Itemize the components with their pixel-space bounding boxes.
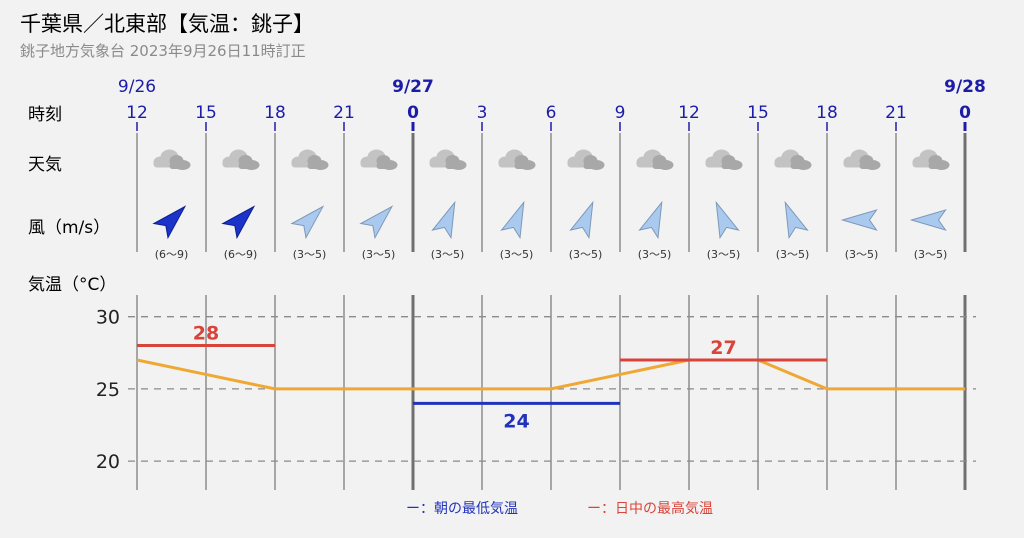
wind-speed-label: (3〜5) [431, 248, 465, 261]
hour-label: 18 [264, 103, 286, 123]
wind-arrow-icon [569, 200, 594, 240]
legend-min-temp: ー：朝の最低気温 [406, 501, 518, 517]
date-label: 9/26 [118, 77, 156, 97]
wind-speed-label: (3〜5) [293, 248, 327, 261]
hour-label: 0 [407, 103, 419, 123]
wind-arrow-icon [638, 200, 663, 240]
wind-arrow-icon [359, 205, 394, 240]
hour-label: 0 [959, 103, 971, 123]
wind-arrow-icon [840, 209, 878, 231]
cloudy-icon [222, 149, 260, 170]
hour-label: 9 [615, 103, 626, 123]
wind-speed-label: (3〜5) [362, 248, 396, 261]
wind-speed-label: (6〜9) [155, 248, 189, 261]
wind-arrow-icon [784, 200, 809, 240]
cloudy-icon [498, 149, 536, 170]
wind-arrow-icon [500, 200, 525, 240]
hour-label: 12 [678, 103, 700, 123]
hour-label: 15 [747, 103, 769, 123]
row-label-weather: 天気 [28, 155, 62, 175]
cloudy-icon [291, 149, 329, 170]
wind-arrow-icon [431, 200, 456, 240]
cloudy-icon [912, 149, 950, 170]
wind-speed-label: (3〜5) [914, 248, 948, 261]
cloudy-icon [360, 149, 398, 170]
y-tick-label: 25 [96, 379, 120, 401]
max-temp-label: 27 [710, 337, 736, 359]
wind-speed-label: (3〜5) [707, 248, 741, 261]
max-temp-label: 28 [193, 323, 219, 345]
wind-speed-label: (3〜5) [638, 248, 672, 261]
wind-speed-label: (3〜5) [569, 248, 603, 261]
page-subtitle: 銚子地方気象台 2023年9月26日11時訂正 [20, 42, 306, 60]
cloudy-icon [843, 149, 881, 170]
hour-label: 21 [333, 103, 355, 123]
hour-label: 6 [546, 103, 557, 123]
wind-speed-label: (3〜5) [845, 248, 879, 261]
y-tick-label: 20 [96, 451, 120, 473]
cloudy-icon [567, 149, 605, 170]
cloudy-icon [774, 149, 812, 170]
temp-line-series [136, 358, 965, 391]
cloudy-icon [705, 149, 743, 170]
hour-label: 18 [816, 103, 838, 123]
page-title: 千葉県／北東部【気温：銚子】 [20, 12, 314, 36]
hour-label: 12 [126, 103, 148, 123]
cloudy-icon [429, 149, 467, 170]
wind-speed-label: (3〜5) [500, 248, 534, 261]
wind-arrow-icon [221, 205, 256, 240]
date-label: 9/27 [392, 77, 434, 97]
row-label-wind: 風（m/s） [28, 218, 110, 238]
wind-arrow-icon [715, 200, 740, 240]
wind-speed-label: (6〜9) [224, 248, 258, 261]
row-label-temp: 気温（°C） [28, 275, 116, 295]
wind-arrow-icon [152, 205, 187, 240]
min-temp-label: 24 [503, 410, 529, 432]
wind-arrow-icon [290, 205, 325, 240]
wind-arrow-icon [909, 209, 947, 231]
y-tick-label: 30 [96, 307, 120, 329]
cloudy-icon [636, 149, 674, 170]
hour-label: 15 [195, 103, 217, 123]
cloudy-icon [153, 149, 191, 170]
wind-speed-label: (3〜5) [776, 248, 810, 261]
row-label-time: 時刻 [28, 105, 62, 125]
hour-label: 21 [885, 103, 907, 123]
legend-max-temp: ー：日中の最高気温 [587, 500, 713, 517]
hour-label: 3 [477, 103, 488, 123]
date-label: 9/28 [944, 77, 986, 97]
